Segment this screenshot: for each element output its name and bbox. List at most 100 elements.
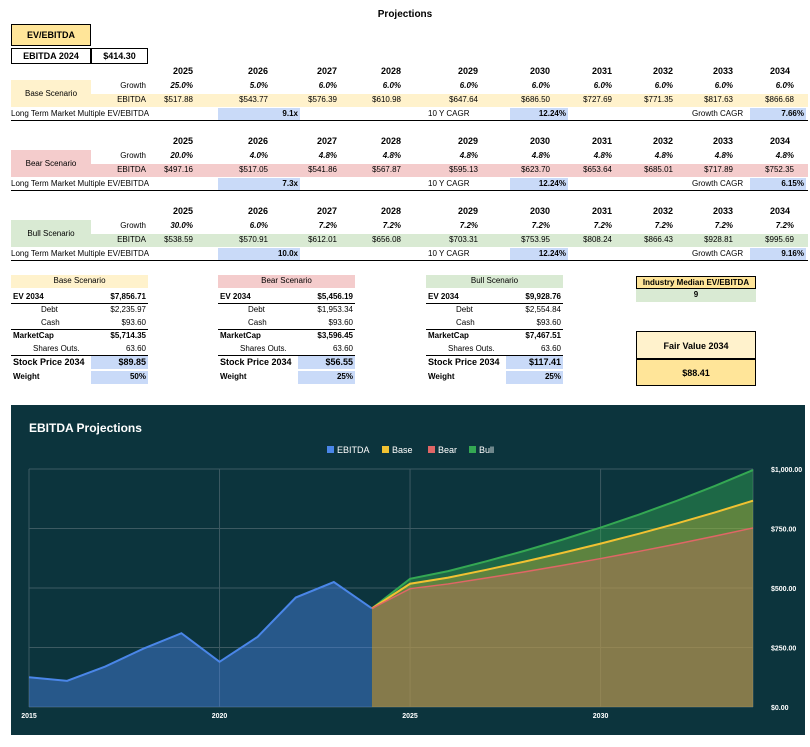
growth-cell: 4.8% [775,151,794,160]
cagr10-value: 12.24% [510,248,568,260]
bull-line [371,469,754,610]
ebitda-cell: $928.81 [704,235,733,244]
year-header: 2026 [247,206,269,216]
growth-cagr-label: Growth CAGR [692,109,744,118]
year-header: 2031 [591,136,613,146]
year-header: 2033 [712,136,734,146]
legend-label: Base [392,445,413,455]
year-header: 2028 [380,66,402,76]
year-header: 2032 [652,66,674,76]
marketcap-value: $5,714.35 [110,331,146,340]
debt-value: $2,554.84 [525,305,561,314]
y-tick-label: $1,000.00 [771,467,802,474]
growth-label: Growth [120,81,146,90]
ebitda-row-bg [91,234,808,247]
ebitda-cell: $656.08 [372,235,401,244]
year-header: 2033 [712,66,734,76]
ebitda-cell: $653.64 [583,165,612,174]
price-label: Stock Price 2034 [428,357,500,367]
ebitda-cell: $752.35 [765,165,794,174]
legend-label: Bear [438,445,457,455]
shares-label: Shares Outs. [448,344,495,353]
legend-swatch [382,446,389,453]
growth-cell: 4.0% [249,151,268,160]
growth-cell: 4.8% [654,151,673,160]
ev-label: EV 2034 [428,292,459,301]
price-label: Stock Price 2034 [220,357,292,367]
weight-label: Weight [428,372,455,381]
valuation-header: Base Scenario [11,275,148,288]
growth-cell: 4.8% [382,151,401,160]
ev-value: $9,928.76 [525,292,561,301]
marketcap-label: MarketCap [428,331,469,340]
chart-title: EBITDA Projections [29,421,142,435]
y-tick-label: $250.00 [771,646,796,653]
growth-cell: 5.0% [249,81,268,90]
ebitda-cell: $497.16 [164,165,193,174]
ltm-label: Long Term Market Multiple EV/EBITDA [11,109,150,118]
debt-value: $2,235.97 [110,305,146,314]
scenario-label: Bull Scenario [11,220,91,247]
growth-cagr-value: 7.66% [750,108,806,120]
ebitda-cell: $576.39 [308,95,337,104]
year-header: 2032 [652,206,674,216]
debt-value: $1,953.34 [317,305,353,314]
year-header: 2033 [712,206,734,216]
cagr10-label: 10 Y CAGR [428,249,470,258]
cash-value: $93.60 [121,318,146,327]
year-header: 2034 [769,66,791,76]
marketcap-label: MarketCap [13,331,54,340]
weight-label: Weight [13,372,40,381]
x-tick-label: 2025 [402,713,418,720]
ebitda-cell: $995.69 [765,235,794,244]
shares-label: Shares Outs. [240,344,287,353]
growth-cell: 25.0% [170,81,193,90]
page-title: Projections [377,9,433,20]
ebitda-cell: $685.01 [644,165,673,174]
year-header: 2034 [769,206,791,216]
valuation-divider [426,355,563,356]
bear-area [371,527,753,707]
year-header: 2025 [172,206,194,216]
row-divider [11,260,808,261]
ebitda-cell: $717.89 [704,165,733,174]
y-tick-label: $0.00 [771,705,789,712]
ebitda-cell: $538.59 [164,235,193,244]
year-header: 2031 [591,66,613,76]
growth-cell: 4.8% [459,151,478,160]
legend-swatch [428,446,435,453]
ebitda-2024-value: $414.30 [91,48,148,64]
price-label: Stock Price 2034 [13,357,85,367]
ebitda-cell: $541.86 [308,165,337,174]
ebitda-cell: $771.35 [644,95,673,104]
ebitda-cell: $727.69 [583,95,612,104]
fair-value-value: $88.41 [636,359,756,386]
year-header: 2034 [769,136,791,146]
valuation-divider [218,329,355,330]
valuation-divider [11,329,148,330]
ebitda-label: EBITDA [117,95,146,104]
ebitda-row-bg [91,164,808,177]
growth-cell: 30.0% [170,221,193,230]
ebitda-cell: $753.95 [521,235,550,244]
year-header: 2029 [457,136,479,146]
ev-label: EV 2034 [220,292,251,301]
year-header: 2026 [247,136,269,146]
ev-label: EV 2034 [13,292,44,301]
growth-cell: 7.2% [459,221,478,230]
valuation-divider [218,355,355,356]
growth-label: Growth [120,221,146,230]
ebitda-cell: $570.91 [239,235,268,244]
marketcap-value: $3,596.45 [317,331,353,340]
weight-value: 50% [91,371,148,384]
year-header: 2030 [529,136,551,146]
year-header: 2032 [652,136,674,146]
weight-value: 25% [298,371,355,384]
growth-cell: 6.0% [459,81,478,90]
growth-cell: 7.2% [654,221,673,230]
growth-cell: 4.8% [593,151,612,160]
growth-cell: 6.0% [318,81,337,90]
ebitda-cell: $595.13 [449,165,478,174]
ebitda-cell: $866.68 [765,95,794,104]
valuation-header: Bull Scenario [426,275,563,288]
